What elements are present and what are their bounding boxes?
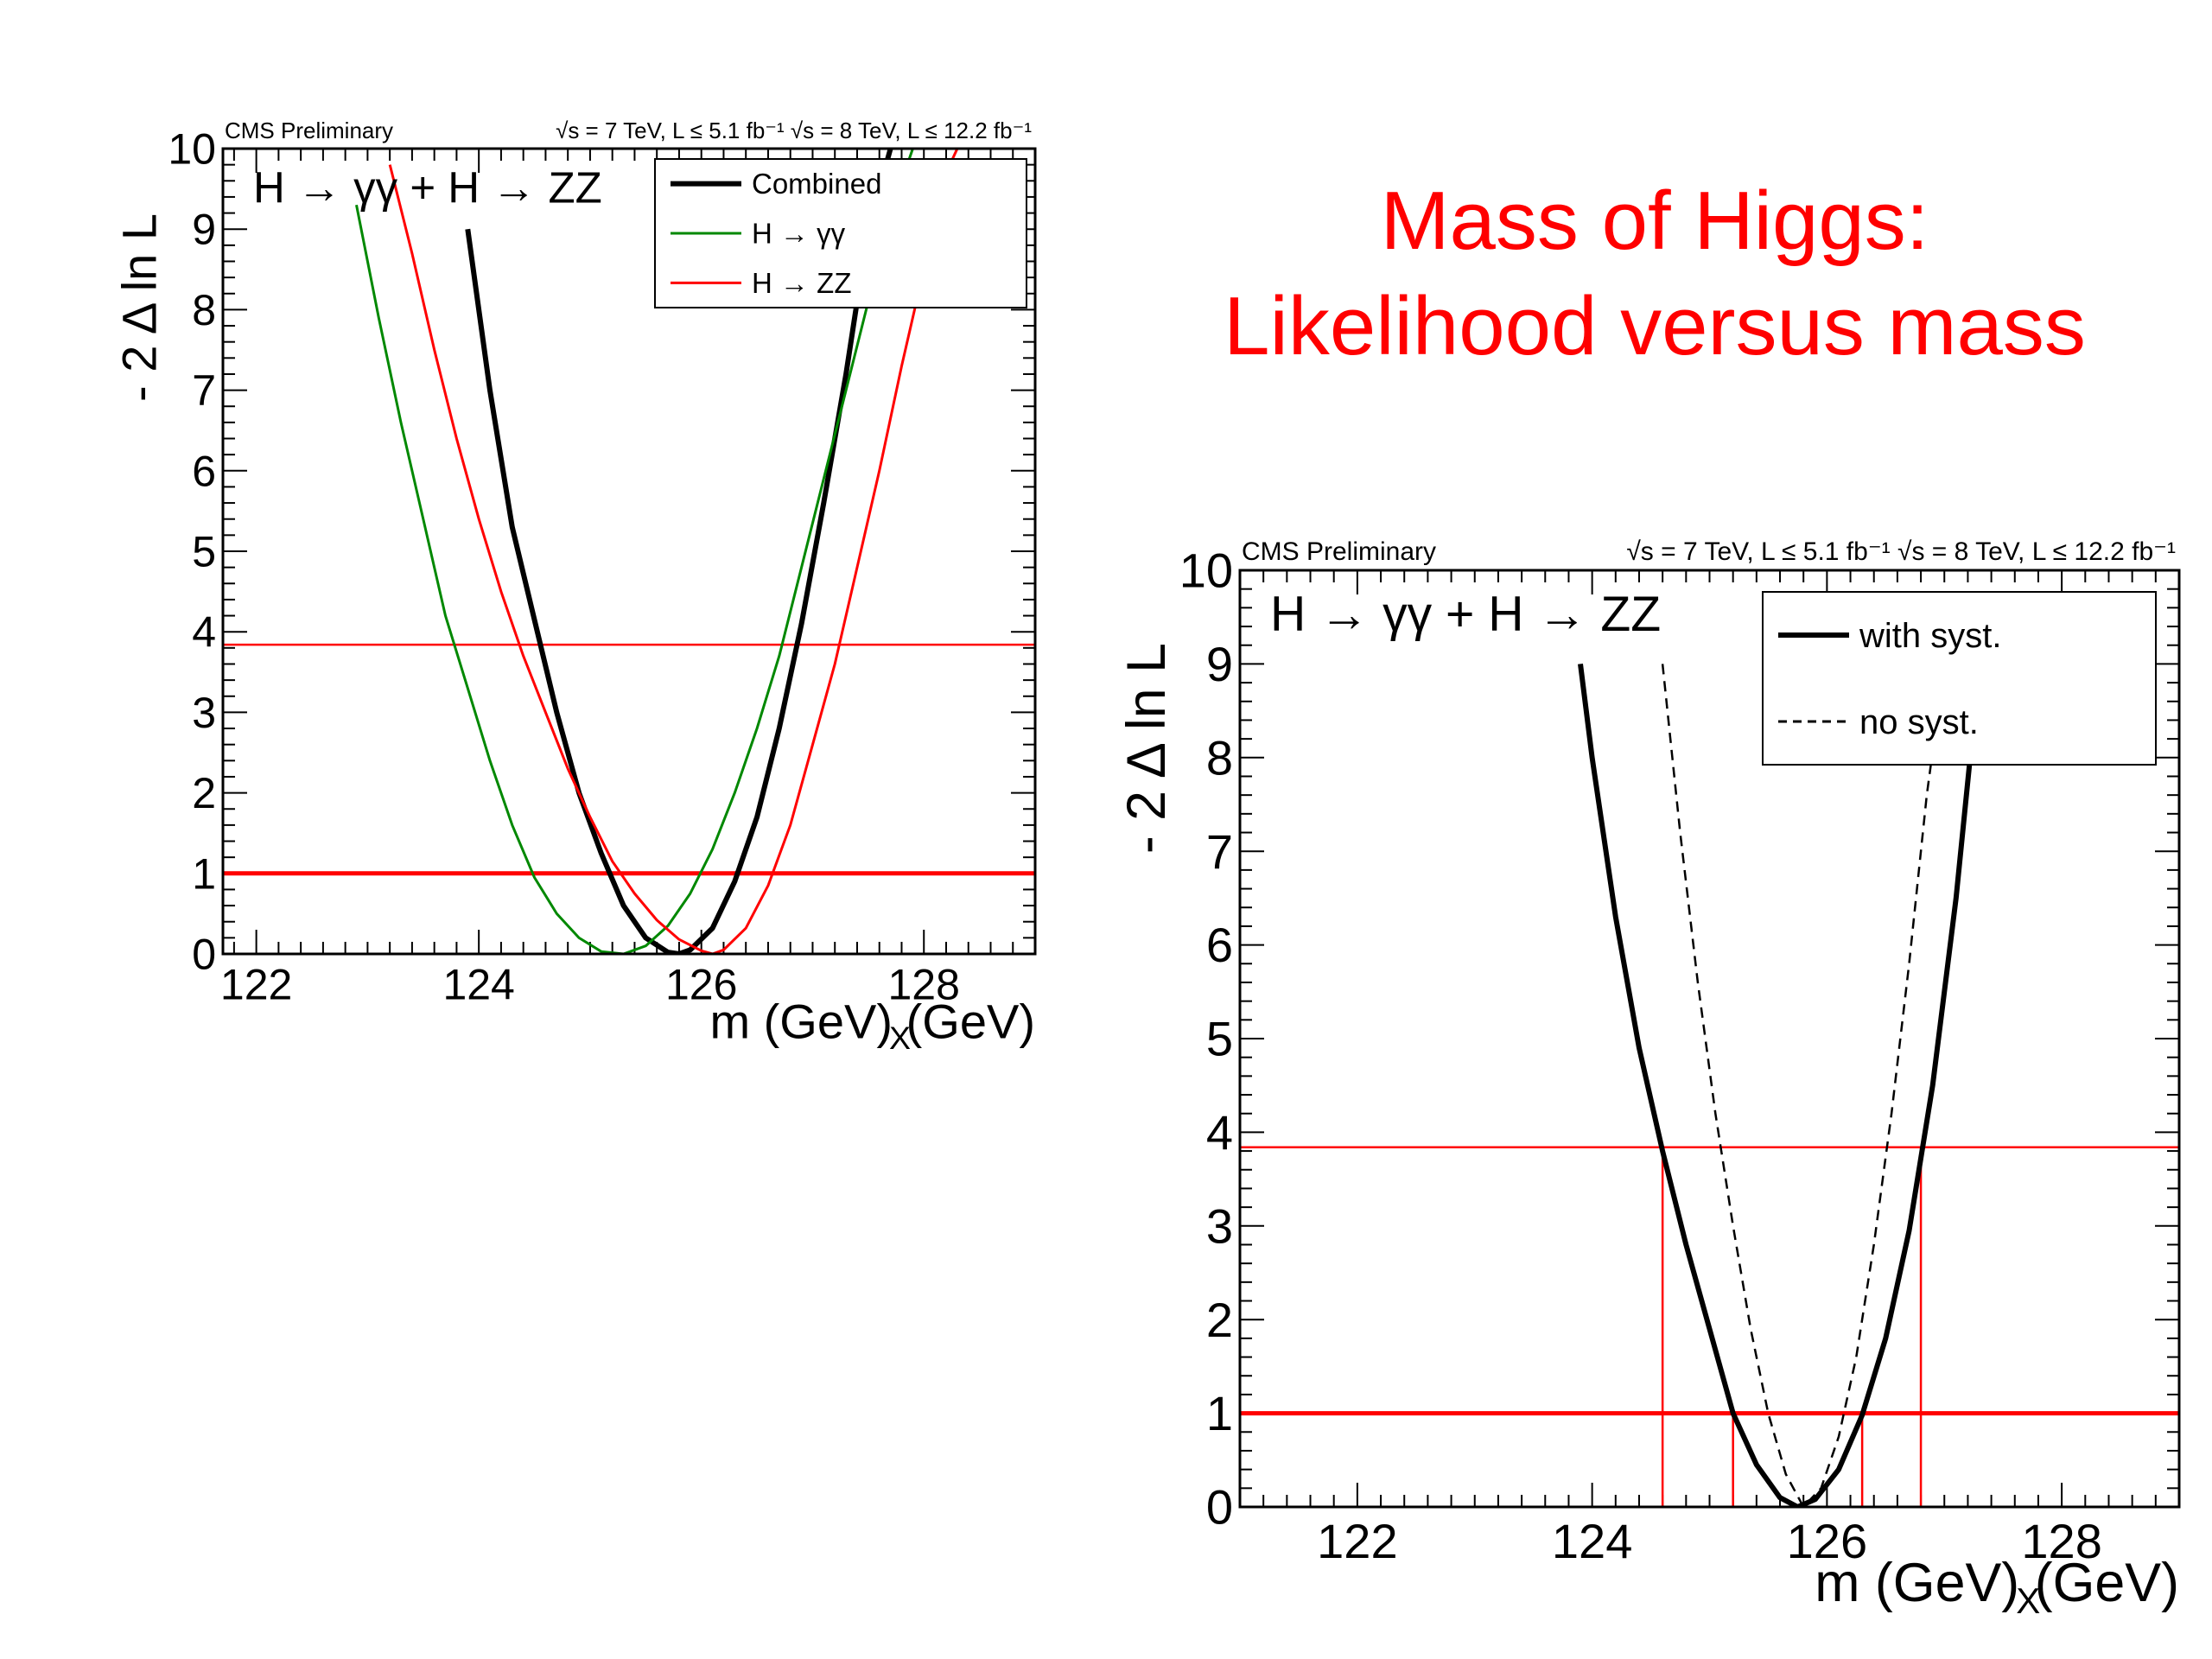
y-tick-label: 9: [1206, 637, 1233, 691]
y-tick-label: 5: [1206, 1012, 1233, 1066]
legend-label: with syst.: [1859, 617, 2001, 655]
plot-frame: [221, 147, 1037, 956]
legend-box: [1762, 591, 2157, 766]
y-tick-label: 3: [192, 689, 216, 737]
header-right: √s = 7 TeV, L ≤ 5.1 fb⁻¹ √s = 8 TeV, L ≤…: [1626, 537, 2176, 566]
x-tick-label: 124: [1552, 1514, 1632, 1568]
y-tick-label: 2: [1206, 1293, 1233, 1347]
y-tick-label: 9: [192, 206, 216, 254]
slide-title-line-2: Likelihood versus mass: [1224, 280, 2086, 372]
chart-2: 122 124 126 128 0 1 2 3 4 5 6 7 8 9 10 CMS Preliminary √…: [1116, 537, 2181, 1621]
header-left: CMS Preliminary: [1242, 537, 1436, 566]
header-right: √s = 7 TeV, L ≤ 5.1 fb⁻¹ √s = 8 TeV, L ≤…: [556, 118, 1032, 143]
chart-1: 122 124 126 128 0 1 2 3 4 5 6 7 8 9 10 CMS Preliminary √…: [112, 118, 1037, 1056]
series-line: [465, 149, 893, 954]
series-line: [1661, 664, 1946, 1507]
legend-label: H → γγ: [752, 218, 846, 250]
series-group: [355, 149, 959, 954]
y-tick-label: 5: [192, 528, 216, 576]
y-tick-label: 2: [192, 769, 216, 817]
y-tick-label: 8: [192, 286, 216, 334]
y-tick-label: 6: [192, 447, 216, 495]
x-axis-label-sub: X: [2016, 1580, 2040, 1621]
y-tick-label: 4: [1206, 1105, 1233, 1160]
y-tick-label: 8: [1206, 730, 1233, 785]
y-tick-label: 0: [192, 931, 216, 979]
y-axis-label: - 2 Δ ln L: [1116, 643, 1177, 854]
y-tick-label: 4: [192, 608, 216, 657]
y-tick-label: 3: [1206, 1198, 1233, 1253]
y-tick-label: 7: [192, 366, 216, 415]
x-axis-label-m: m (GeV): [709, 995, 893, 1049]
channel-annotation: H → γγ + H → ZZ: [1270, 587, 1661, 642]
series-line: [1578, 664, 1982, 1507]
plot-frame: [1238, 569, 2181, 1509]
channel-annotation: H → γγ + H → ZZ: [253, 163, 602, 213]
x-axis-label-unit: (GeV): [906, 995, 1035, 1049]
y-tick-label: 0: [1206, 1480, 1233, 1535]
y-tick-label: 10: [1179, 543, 1233, 598]
legend-label: Combined: [752, 168, 881, 200]
x-axis-label-m: m (GeV): [1815, 1553, 2019, 1613]
x-tick-label: 122: [1317, 1514, 1397, 1568]
slide-title-line-1: Mass of Higgs:: [1380, 175, 1929, 267]
y-tick-label: 10: [168, 125, 216, 174]
x-tick-label: 122: [220, 961, 292, 1009]
y-tick-label: 7: [1206, 824, 1233, 879]
x-axis-label-sub: X: [889, 1020, 911, 1056]
x-tick-label: 128: [888, 961, 960, 1009]
legend-label: H → ZZ: [752, 267, 851, 299]
y-axis-label: - 2 Δ ln L: [112, 213, 167, 402]
x-axis-label-unit: (GeV): [2035, 1553, 2179, 1613]
y-tick-label: 6: [1206, 918, 1233, 972]
x-tick-label: 126: [665, 961, 737, 1009]
x-tick-label: 124: [442, 961, 514, 1009]
y-tick-label: 1: [1206, 1386, 1233, 1440]
header-left: CMS Preliminary: [225, 118, 393, 143]
series-group: [1578, 664, 1982, 1507]
series-line: [388, 149, 959, 954]
y-tick-label: 1: [192, 849, 216, 898]
slide-title: Mass of Higgs: Likelihood versus mass: [1123, 168, 2186, 379]
x-tick-label: 128: [2021, 1514, 2101, 1568]
x-tick-label: 126: [1787, 1514, 1867, 1568]
series-line: [355, 149, 914, 954]
legend-label: no syst.: [1859, 703, 1979, 741]
